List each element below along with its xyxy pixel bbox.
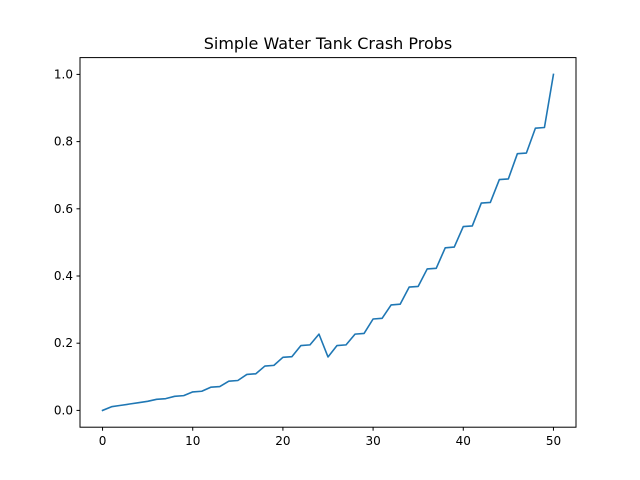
y-tick-label-5: 1.0 [54,67,73,81]
plot-frame [79,57,577,428]
x-tick-label-5: 50 [546,434,561,448]
y-tick-label-3: 0.6 [54,202,73,216]
y-tick-label-2: 0.4 [54,269,73,283]
x-tick-label-3: 30 [365,434,380,448]
x-tick-label-2: 20 [275,434,290,448]
y-tick-label-4: 0.8 [54,135,73,149]
y-tick-label-1: 0.2 [54,336,73,350]
x-tick-label-1: 10 [185,434,200,448]
series-layer [101,73,555,412]
chart-title: Simple Water Tank Crash Probs [204,34,453,53]
x-tick-label-0: 0 [99,434,107,448]
x-tick-label-4: 40 [456,434,471,448]
ticks-layer: 0 10 20 30 40 50 0.0 0.2 0.4 0.6 0.8 1.0 [54,67,561,448]
series-line-0 [101,73,555,412]
y-tick-label-0: 0.0 [54,403,73,417]
